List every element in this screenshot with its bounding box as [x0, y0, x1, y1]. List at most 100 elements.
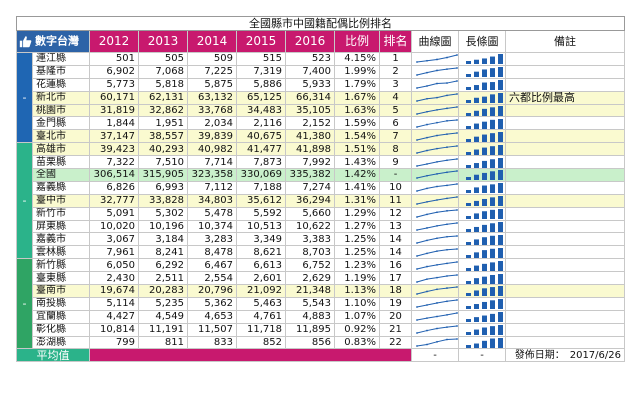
- sparkline-point: [426, 239, 428, 242]
- sparkline-line: [416, 286, 458, 295]
- mini-bar: [466, 229, 471, 232]
- year-value: 37,147: [89, 129, 139, 144]
- mini-bar: [482, 224, 487, 232]
- note-cell: [505, 206, 625, 221]
- table-row: 臺東縣 2,430 2,511 2,554 2,601 2,629 1.19% 17: [17, 271, 625, 286]
- barchart-cell: [458, 52, 506, 66]
- sparkline-cell: [411, 296, 459, 311]
- rank-value: 11: [379, 193, 412, 208]
- mini-bar: [474, 304, 479, 310]
- sparkline-point: [426, 175, 428, 178]
- sparkline-point: [436, 302, 438, 305]
- year-value: 63,132: [187, 90, 237, 105]
- mini-bar: [498, 131, 503, 142]
- year-value: 60,171: [89, 90, 139, 105]
- mini-bar-chart: [466, 67, 503, 78]
- sparkline-point: [456, 196, 458, 199]
- city-name: 新竹市: [32, 206, 90, 221]
- year-value: 5,875: [187, 77, 237, 92]
- sparkline-point: [436, 121, 438, 124]
- table-row: 花蓮縣 5,773 5,818 5,875 5,886 5,933 1.79% 3: [17, 77, 625, 92]
- sparkline-point: [426, 97, 428, 100]
- city-name: 南投縣: [32, 296, 90, 311]
- sparkline: [416, 67, 458, 77]
- city-name: 苗栗縣: [32, 155, 90, 170]
- table-row: 南投縣 5,114 5,235 5,362 5,463 5,543 1.10% 19: [17, 296, 625, 311]
- sparkline-cell: [411, 168, 459, 182]
- mini-bar: [466, 100, 471, 104]
- table-row: 全國 306,514 315,905 323,358 330,069 335,382 1.4…: [17, 168, 625, 182]
- sparkline-point: [436, 82, 438, 85]
- rank-value: 17: [379, 271, 412, 286]
- sparkline: [416, 80, 458, 90]
- header-note: 備註: [505, 30, 625, 53]
- sparkline-point: [436, 96, 438, 99]
- mini-bar: [474, 265, 479, 271]
- mini-bar: [474, 277, 479, 284]
- year-value: 10,622: [285, 219, 335, 234]
- sparkline-point: [446, 94, 448, 97]
- mini-bar: [490, 56, 495, 65]
- sparkline-point: [426, 252, 428, 255]
- ratio-value: 1.07%: [334, 309, 380, 324]
- table-row: - 新竹縣 6,050 6,292 6,467 6,613 6,752 1.23% 16: [16, 258, 625, 350]
- sheet-title: 全國縣市中國籍配偶比例排名: [16, 16, 625, 31]
- mini-bar: [474, 239, 479, 245]
- sparkline-cell: [411, 284, 459, 298]
- sparkline-point: [456, 209, 458, 212]
- mini-bar: [474, 343, 479, 348]
- mini-bar: [490, 184, 495, 194]
- sparkline-line: [416, 80, 458, 89]
- sparkline-cell: [411, 64, 459, 79]
- mini-bar: [466, 87, 471, 91]
- city-name: 雲林縣: [32, 245, 90, 260]
- sparkline: [416, 260, 458, 270]
- sparkline-point: [446, 133, 448, 135]
- year-value: 330,069: [236, 168, 286, 182]
- sparkline-point: [446, 262, 448, 264]
- sparkline-point: [446, 57, 448, 59]
- sparkline-point: [436, 224, 438, 227]
- sparkline-cell: [411, 77, 459, 92]
- sparkline: [416, 157, 458, 167]
- city-name: 高雄市: [32, 142, 90, 157]
- table-row: 金門縣 1,844 1,951 2,034 2,116 2,152 1.59% 6: [17, 116, 625, 131]
- sparkline-point: [426, 123, 428, 126]
- mini-bar-chart: [466, 325, 503, 336]
- rank-value: 22: [379, 335, 412, 350]
- sparkline: [416, 235, 458, 244]
- year-value: 11,507: [187, 322, 237, 337]
- sparkline-point: [416, 280, 418, 283]
- city-name: 新竹縣: [32, 258, 90, 273]
- barchart-cell: [458, 335, 506, 350]
- mini-bar: [498, 80, 503, 91]
- city-name: 澎湖縣: [32, 335, 90, 350]
- note-cell: [505, 168, 625, 182]
- barchart-cell: [458, 322, 506, 337]
- table-row: 臺中市 32,777 33,828 34,803 35,612 36,294 1.31% 11: [17, 193, 625, 208]
- mini-bar: [466, 345, 471, 348]
- mini-bar: [490, 274, 495, 284]
- brand-label: 數字台灣: [35, 34, 79, 48]
- mini-bar: [482, 134, 487, 142]
- sparkline-point: [426, 329, 428, 332]
- year-value: 7,319: [236, 64, 286, 79]
- sparkline: [416, 93, 458, 103]
- year-value: 4,761: [236, 309, 286, 324]
- mini-bar-chart: [466, 157, 503, 168]
- mini-bar: [498, 209, 503, 220]
- note-cell: [505, 322, 625, 337]
- city-name: 金門縣: [32, 116, 90, 131]
- year-value: 505: [138, 52, 188, 66]
- rank-value: 18: [379, 284, 412, 298]
- mini-bar: [466, 177, 471, 181]
- ratio-value: 1.27%: [334, 219, 380, 234]
- mini-bar: [490, 209, 495, 220]
- year-value: 7,714: [187, 155, 237, 170]
- mini-bar: [466, 151, 471, 155]
- table-row: 宜蘭縣 4,427 4,549 4,653 4,761 4,883 1.07% 20: [17, 309, 625, 324]
- year-value: 6,292: [138, 258, 188, 273]
- sparkline-point: [426, 85, 428, 88]
- mini-bar: [474, 149, 479, 155]
- year-value: 2,629: [285, 271, 335, 286]
